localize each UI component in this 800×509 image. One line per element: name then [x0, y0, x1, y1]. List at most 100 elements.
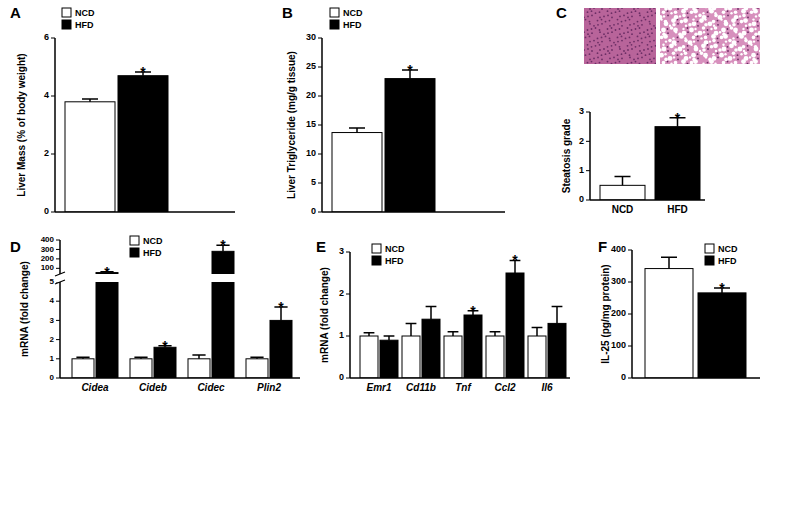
x-tick-label: Il6	[541, 382, 553, 393]
image-nucleus	[599, 29, 601, 31]
image-nucleus	[629, 19, 631, 21]
image-vacuole	[698, 31, 703, 36]
image-vacuole	[743, 18, 748, 23]
image-nucleus	[707, 44, 709, 46]
y-tick-label: 1	[50, 354, 55, 363]
image-vacuole	[722, 47, 727, 52]
image-nucleus	[601, 23, 603, 25]
image-vacuole	[729, 43, 734, 48]
image-nucleus	[621, 25, 623, 27]
x-axis	[60, 377, 300, 379]
image-nucleus	[639, 63, 641, 64]
image-vacuole	[664, 53, 666, 55]
image-vacuole	[681, 59, 686, 64]
y-tick-label: 0	[579, 194, 584, 204]
y-tick-label: 15	[306, 119, 316, 129]
image-nucleus	[617, 37, 619, 39]
image-vacuole	[731, 18, 736, 23]
panel-label: B	[282, 4, 293, 21]
image-vacuole	[709, 40, 711, 42]
image-vacuole	[733, 56, 735, 58]
image-nucleus	[667, 46, 669, 48]
image-nucleus	[627, 45, 629, 47]
image-nucleus	[633, 8, 635, 10]
image-vacuole	[669, 43, 674, 48]
image-vacuole	[744, 39, 748, 43]
image-vacuole	[705, 8, 707, 9]
image-vacuole	[722, 61, 726, 64]
error-bar	[532, 328, 543, 336]
image-vacuole	[712, 20, 716, 24]
image-nucleus	[649, 21, 651, 23]
legend-label: HFD	[385, 256, 404, 266]
image-nucleus	[635, 46, 637, 48]
image-nucleus	[635, 28, 637, 30]
error-bar	[552, 307, 563, 324]
image-nucleus	[623, 32, 625, 34]
image-nucleus	[595, 27, 597, 29]
image-vacuole	[694, 47, 699, 52]
image-nucleus	[609, 20, 611, 22]
image-vacuole	[668, 39, 672, 43]
image-vacuole	[748, 23, 752, 27]
image-nucleus	[591, 10, 593, 12]
image-vacuole	[741, 9, 746, 14]
y-axis-label: Steatosis grade	[561, 118, 572, 193]
y-tick-label: 6	[44, 32, 49, 42]
image-nucleus	[609, 52, 611, 54]
image-vacuole	[684, 51, 688, 55]
image-nucleus	[737, 37, 739, 39]
image-nucleus	[617, 54, 619, 56]
image-vacuole	[752, 21, 757, 26]
image-vacuole	[728, 56, 733, 61]
data-marks	[645, 257, 746, 378]
image-nucleus	[757, 8, 759, 9]
image-nucleus	[707, 62, 709, 64]
image-vacuole	[662, 10, 666, 14]
error-bar	[661, 257, 677, 268]
y-tick-label: 2	[50, 335, 55, 344]
image-nucleus	[647, 44, 649, 46]
image-nucleus	[589, 8, 591, 10]
image-vacuole	[728, 39, 732, 43]
image-nucleus	[587, 11, 589, 13]
image-nucleus	[597, 38, 599, 40]
legend-swatch	[372, 244, 381, 253]
bar	[600, 185, 645, 200]
y-tick-label: 400	[611, 244, 626, 254]
image-vacuole	[671, 18, 676, 23]
image-vacuole	[708, 21, 713, 26]
image-nucleus	[655, 63, 656, 64]
image-nucleus	[639, 32, 641, 34]
image-vacuole	[703, 31, 705, 33]
image-nucleus	[589, 36, 591, 38]
image-nucleus	[727, 15, 729, 17]
image-nucleus	[595, 63, 597, 64]
image-nucleus	[584, 49, 585, 51]
image-vacuole	[660, 18, 662, 20]
image-nucleus	[747, 45, 749, 47]
data-marks	[332, 70, 435, 212]
image-nucleus	[655, 45, 656, 47]
error-bar	[384, 336, 395, 340]
image-nucleus	[589, 59, 591, 61]
bar	[246, 359, 268, 378]
image-nucleus	[591, 28, 593, 30]
image-vacuole	[715, 50, 717, 52]
image-nucleus	[615, 29, 617, 31]
image-nucleus	[649, 8, 651, 10]
image-texture	[584, 8, 656, 64]
panel-label: A	[10, 4, 21, 21]
image-nucleus	[757, 53, 759, 55]
image-vacuole	[758, 14, 760, 18]
legend-label: NCD	[385, 244, 405, 254]
y-axis-label: Liver Triglyceride (mg/g tissue)	[286, 51, 297, 199]
image-nucleus	[627, 27, 629, 29]
y-tick-label: 3	[339, 246, 344, 256]
image-vacuole	[699, 18, 704, 23]
image-nucleus	[609, 25, 611, 27]
panel: DmRNA (fold change)012345100200300400Cid…	[10, 235, 300, 393]
image-nucleus	[589, 41, 591, 43]
x-tick-label: NCD	[612, 204, 634, 215]
image-nucleus	[653, 25, 655, 27]
